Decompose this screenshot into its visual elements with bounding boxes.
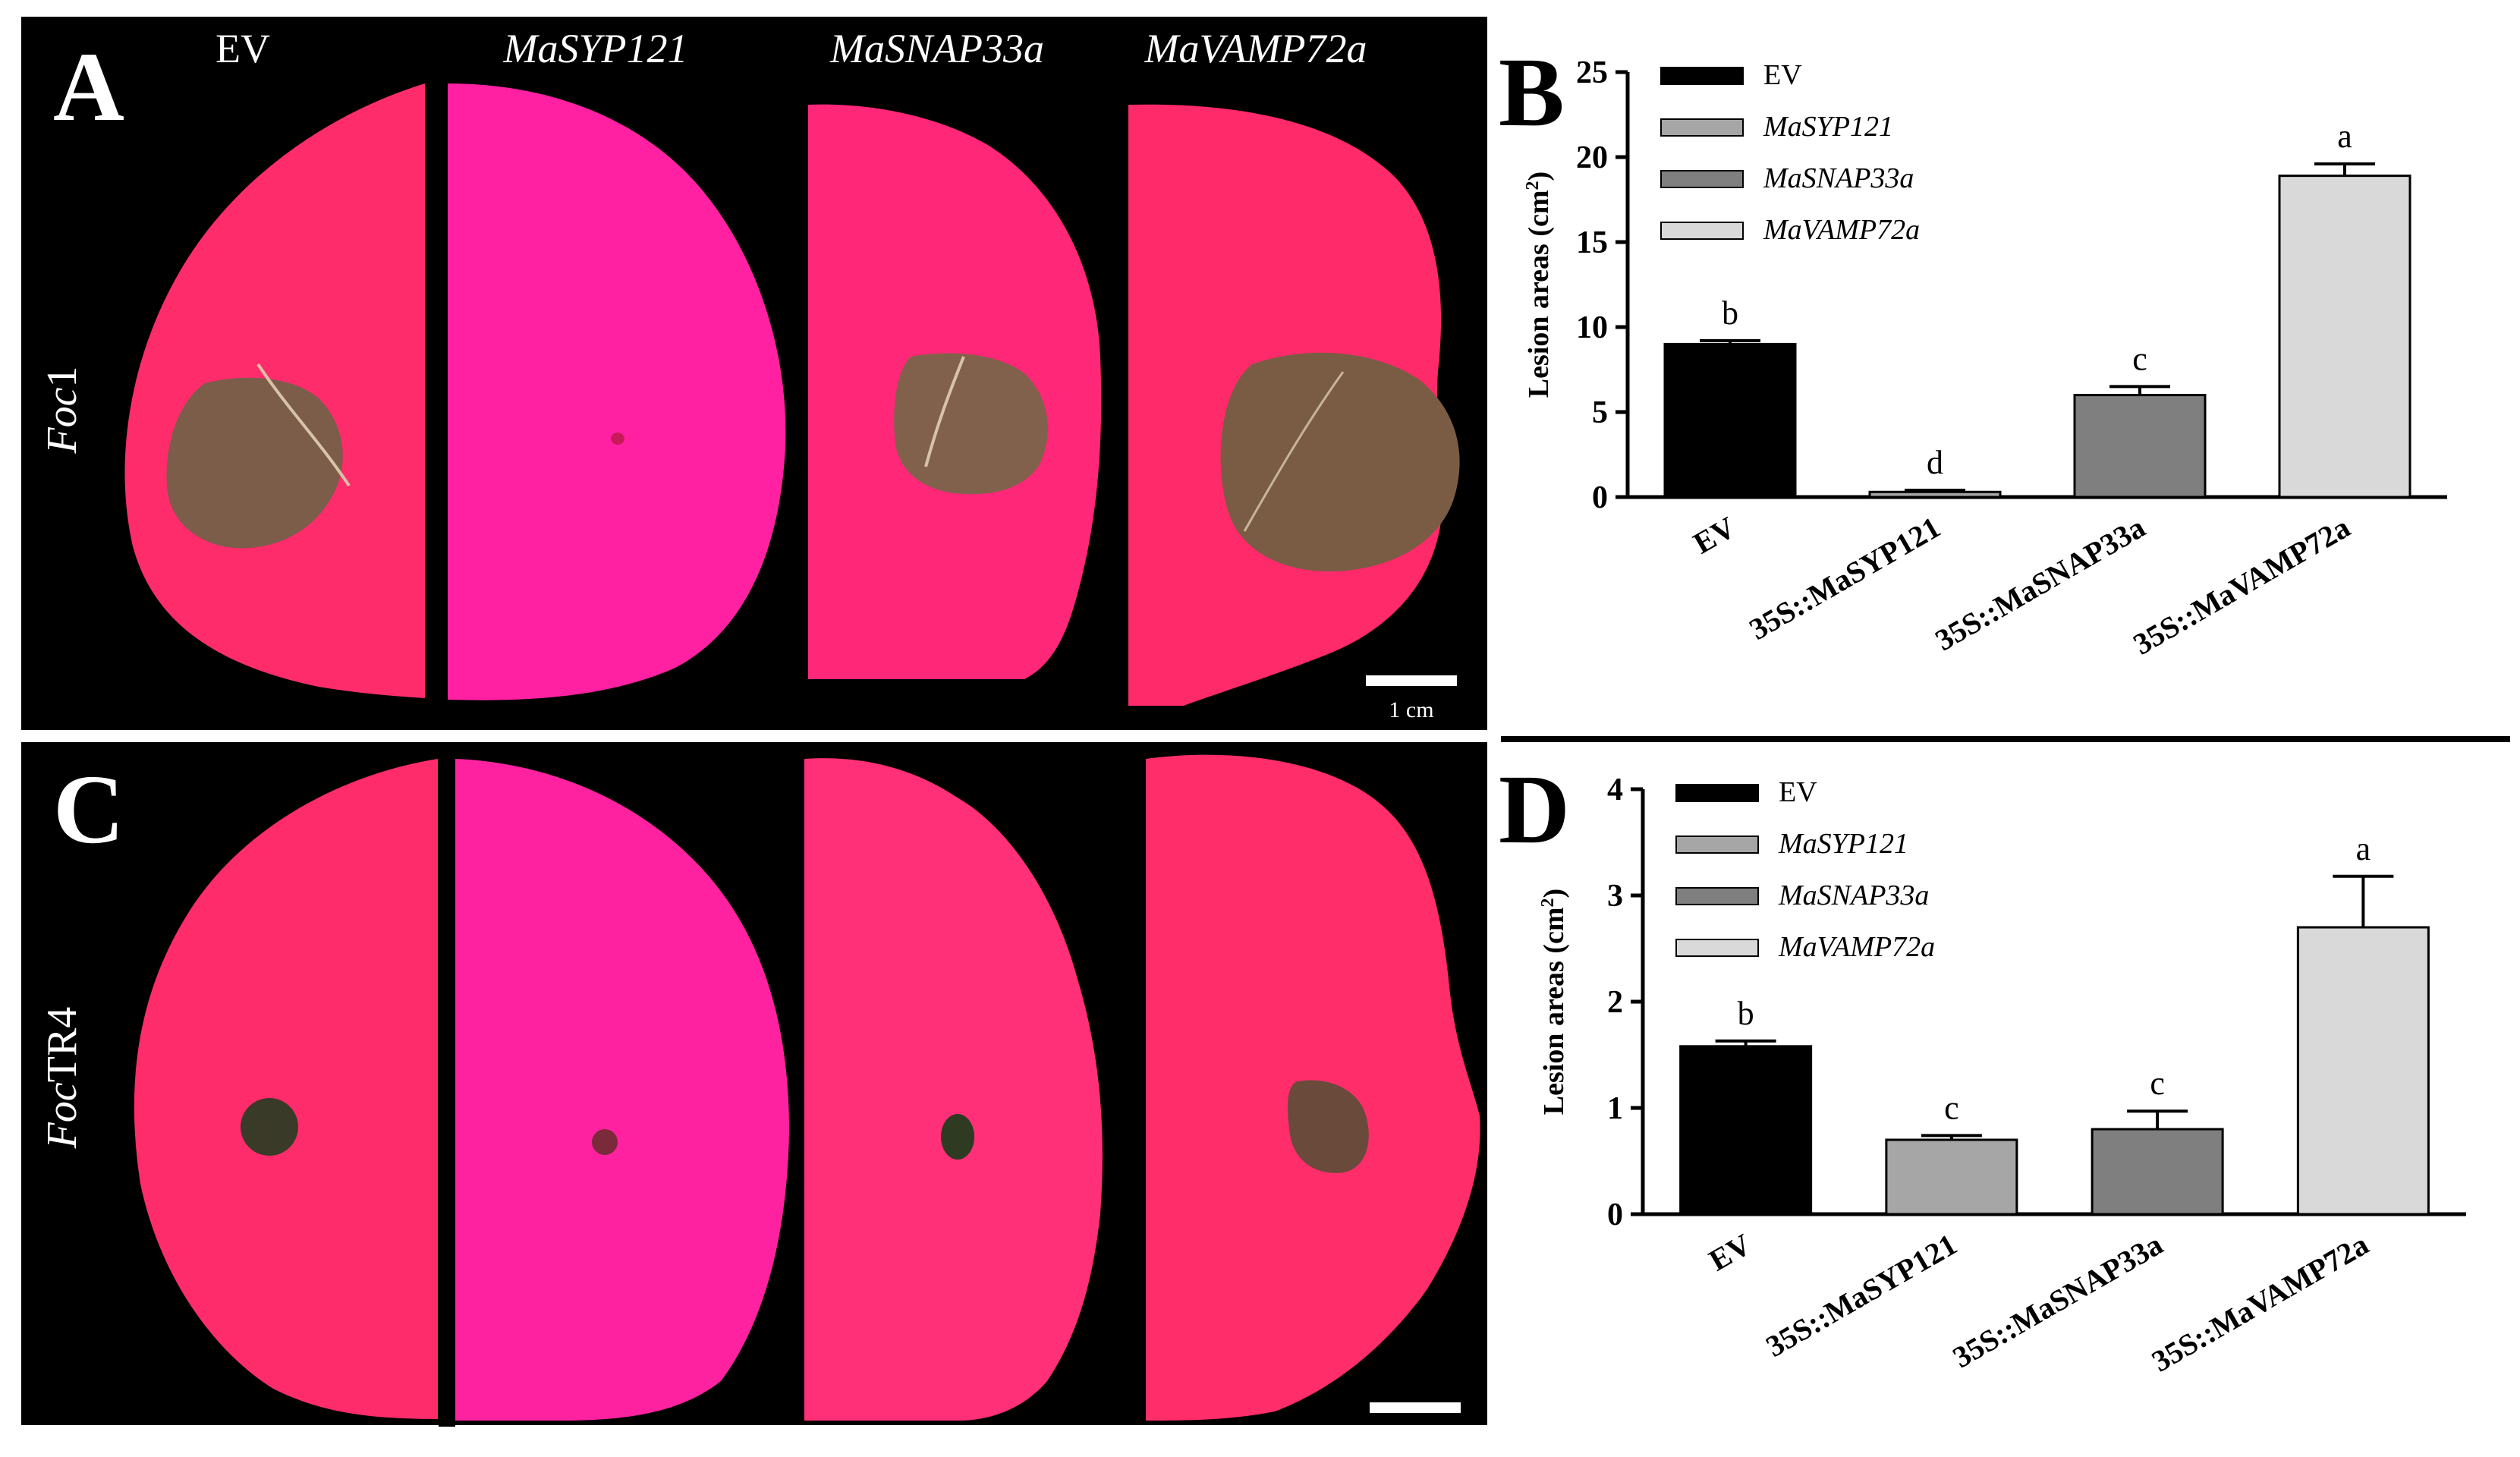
significance-label: b <box>1722 294 1738 332</box>
y-tick-label: 0 <box>1607 1197 1623 1232</box>
legend-label: MaVAMP72a <box>1763 214 1920 246</box>
leaf-c-ev <box>134 759 439 1419</box>
panel-letter-d: D <box>1499 755 1570 864</box>
scale-bar-a <box>1366 675 1457 686</box>
legend-swatch <box>1675 887 1759 905</box>
legend-label: MaSYP121 <box>1778 828 1908 860</box>
x-tick-label: 35S::MaSYP121 <box>1760 1227 1962 1364</box>
scale-bar-label-c: 1 cm <box>1392 1422 1437 1447</box>
vein-a-masnap33a <box>924 356 965 467</box>
panel-letter-b: B <box>1499 38 1565 147</box>
bar <box>2278 175 2411 499</box>
column-header-masyp121: MaSYP121 <box>503 26 688 71</box>
legend-swatch <box>1660 67 1744 85</box>
y-axis-label: Lesion areas (cm2) <box>1538 889 1570 1115</box>
bar <box>2073 394 2207 499</box>
lesion-a-masyp121 <box>611 433 624 445</box>
vein-a-ev <box>256 363 351 487</box>
significance-label: c <box>2132 340 2147 377</box>
significance-label: b <box>1738 995 1754 1032</box>
y-tick-label: 5 <box>1592 395 1608 430</box>
panel-letter-c: C <box>53 755 124 864</box>
legend-swatch <box>1660 170 1744 188</box>
legend-swatch <box>1675 784 1759 802</box>
panel-letter-a: A <box>53 33 124 142</box>
x-tick-label: EV <box>1703 1227 1757 1278</box>
bar <box>1679 1045 1813 1216</box>
lesion-c-masnap33a <box>941 1114 974 1160</box>
panel-a-photo: EV MaSYP121 MaSNAP33a MaVAMP72a A Foc1 1… <box>21 17 1487 730</box>
scale-bar-label-a: 1 cm <box>1389 697 1433 722</box>
y-tick-label: 2 <box>1607 985 1623 1020</box>
lesion-a-masnap33a <box>894 353 1048 495</box>
legend-label: MaSNAP33a <box>1778 880 1929 911</box>
y-tick-label: 4 <box>1607 773 1623 807</box>
column-header-ev: EV <box>216 26 270 71</box>
legend-label: MaVAMP72a <box>1778 931 1935 963</box>
y-tick-label: 1 <box>1607 1091 1623 1126</box>
row-separator-photo <box>21 733 1487 739</box>
pathogen-label-c: FocTR4 <box>39 1007 86 1150</box>
lesion-a-mavamp72a <box>1220 352 1460 572</box>
significance-label: d <box>1927 444 1943 481</box>
x-tick-label: 35S::MaVAMP72a <box>2146 1227 2374 1379</box>
column-header-mavamp72a: MaVAMP72a <box>1144 26 1367 71</box>
leaf-divider-c <box>439 751 455 1427</box>
bar <box>2091 1128 2224 1216</box>
y-tick-label: 15 <box>1576 225 1608 260</box>
y-tick-label: 20 <box>1576 140 1608 175</box>
y-tick-label: 25 <box>1576 55 1608 90</box>
leaf-c-masnap33a <box>804 758 1103 1421</box>
legend-label: MaSNAP33a <box>1763 162 1914 194</box>
x-tick-label: 35S::MaSNAP33a <box>1930 510 2151 658</box>
y-axis-label: Lesion areas (cm2) <box>1523 172 1555 398</box>
lesion-c-ev <box>241 1098 298 1156</box>
significance-label: a <box>2337 118 2352 155</box>
panel-c-photo: C FocTR4 1 cm <box>21 742 1487 1447</box>
x-tick-label: EV <box>1688 510 1741 561</box>
x-tick-label: 35S::MaVAMP72a <box>2128 510 2356 662</box>
legend-label: EV <box>1763 59 1802 91</box>
pathogen-label-a: Foc1 <box>39 366 86 454</box>
legend-label: EV <box>1779 776 1817 808</box>
column-header-masnap33a: MaSNAP33a <box>829 26 1044 71</box>
y-tick-label: 10 <box>1576 310 1608 345</box>
vein-a-mavamp72a <box>1243 371 1345 532</box>
scale-bar-c <box>1370 1402 1461 1413</box>
row-separator-charts <box>1501 736 2510 742</box>
legend-swatch <box>1675 939 1759 957</box>
leaf-a-masyp121 <box>448 83 786 700</box>
bar <box>1663 342 1797 499</box>
significance-label: a <box>2356 830 2371 867</box>
legend-swatch <box>1675 835 1759 854</box>
x-tick-label: 35S::MaSNAP33a <box>1947 1227 2169 1375</box>
lesion-c-mavamp72a <box>1288 1080 1369 1173</box>
lesion-c-masyp121 <box>592 1129 618 1155</box>
significance-label: c <box>1944 1089 1959 1126</box>
leaf-divider <box>426 76 446 706</box>
bar <box>1868 490 2002 499</box>
bar <box>2296 926 2430 1216</box>
legend-label: MaSYP121 <box>1763 111 1893 143</box>
bar <box>1885 1138 2018 1216</box>
y-tick-label: 3 <box>1607 879 1623 914</box>
legend-swatch <box>1660 222 1744 240</box>
y-tick-label: 0 <box>1592 480 1608 515</box>
significance-label: c <box>2150 1065 2165 1102</box>
leaf-c-masyp121 <box>455 759 789 1421</box>
legend-swatch <box>1660 118 1744 137</box>
x-tick-label: 35S::MaSYP121 <box>1744 510 1946 647</box>
